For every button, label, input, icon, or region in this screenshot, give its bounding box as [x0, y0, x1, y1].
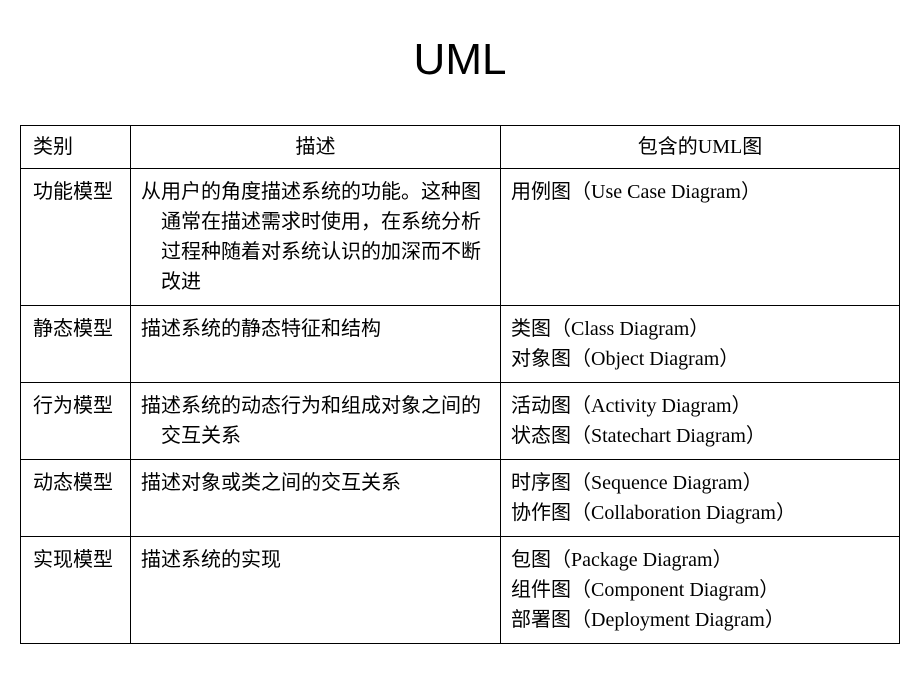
description-text: 描述系统的静态特征和结构 [141, 314, 490, 344]
table-row: 实现模型 描述系统的实现 包图（Package Diagram） 组件图（Com… [21, 537, 900, 644]
diagram-item: 对象图（Object Diagram） [511, 344, 889, 374]
diagram-item: 状态图（Statechart Diagram） [511, 421, 889, 451]
diagram-item: 部署图（Deployment Diagram） [511, 605, 889, 635]
description-text: 描述对象或类之间的交互关系 [141, 468, 490, 498]
cell-diagrams: 类图（Class Diagram） 对象图（Object Diagram） [501, 306, 900, 383]
cell-diagrams: 用例图（Use Case Diagram） [501, 169, 900, 306]
description-text: 描述系统的实现 [141, 545, 490, 575]
header-category: 类别 [21, 126, 131, 169]
table-row: 功能模型 从用户的角度描述系统的功能。这种图通常在描述需求时使用，在系统分析过程… [21, 169, 900, 306]
cell-category: 静态模型 [21, 306, 131, 383]
cell-description: 描述系统的静态特征和结构 [131, 306, 501, 383]
cell-category: 动态模型 [21, 460, 131, 537]
cell-category: 行为模型 [21, 383, 131, 460]
diagram-item: 协作图（Collaboration Diagram） [511, 498, 889, 528]
cell-diagrams: 时序图（Sequence Diagram） 协作图（Collaboration … [501, 460, 900, 537]
diagram-item: 类图（Class Diagram） [511, 314, 889, 344]
cell-diagrams: 活动图（Activity Diagram） 状态图（Statechart Dia… [501, 383, 900, 460]
table-row: 动态模型 描述对象或类之间的交互关系 时序图（Sequence Diagram）… [21, 460, 900, 537]
table-row: 静态模型 描述系统的静态特征和结构 类图（Class Diagram） 对象图（… [21, 306, 900, 383]
cell-category: 功能模型 [21, 169, 131, 306]
table-header-row: 类别 描述 包含的UML图 [21, 126, 900, 169]
cell-category: 实现模型 [21, 537, 131, 644]
page-title: UML [20, 35, 900, 85]
diagram-item: 用例图（Use Case Diagram） [511, 177, 889, 207]
uml-table: 类别 描述 包含的UML图 功能模型 从用户的角度描述系统的功能。这种图通常在描… [20, 125, 900, 644]
diagram-item: 组件图（Component Diagram） [511, 575, 889, 605]
header-description: 描述 [131, 126, 501, 169]
diagram-item: 活动图（Activity Diagram） [511, 391, 889, 421]
table-row: 行为模型 描述系统的动态行为和组成对象之间的交互关系 活动图（Activity … [21, 383, 900, 460]
cell-description: 描述对象或类之间的交互关系 [131, 460, 501, 537]
description-text: 从用户的角度描述系统的功能。这种图通常在描述需求时使用，在系统分析过程种随着对系… [141, 177, 490, 297]
diagram-item: 包图（Package Diagram） [511, 545, 889, 575]
cell-description: 从用户的角度描述系统的功能。这种图通常在描述需求时使用，在系统分析过程种随着对系… [131, 169, 501, 306]
cell-diagrams: 包图（Package Diagram） 组件图（Component Diagra… [501, 537, 900, 644]
cell-description: 描述系统的动态行为和组成对象之间的交互关系 [131, 383, 501, 460]
description-text: 描述系统的动态行为和组成对象之间的交互关系 [141, 391, 490, 451]
diagram-item: 时序图（Sequence Diagram） [511, 468, 889, 498]
cell-description: 描述系统的实现 [131, 537, 501, 644]
header-diagrams: 包含的UML图 [501, 126, 900, 169]
